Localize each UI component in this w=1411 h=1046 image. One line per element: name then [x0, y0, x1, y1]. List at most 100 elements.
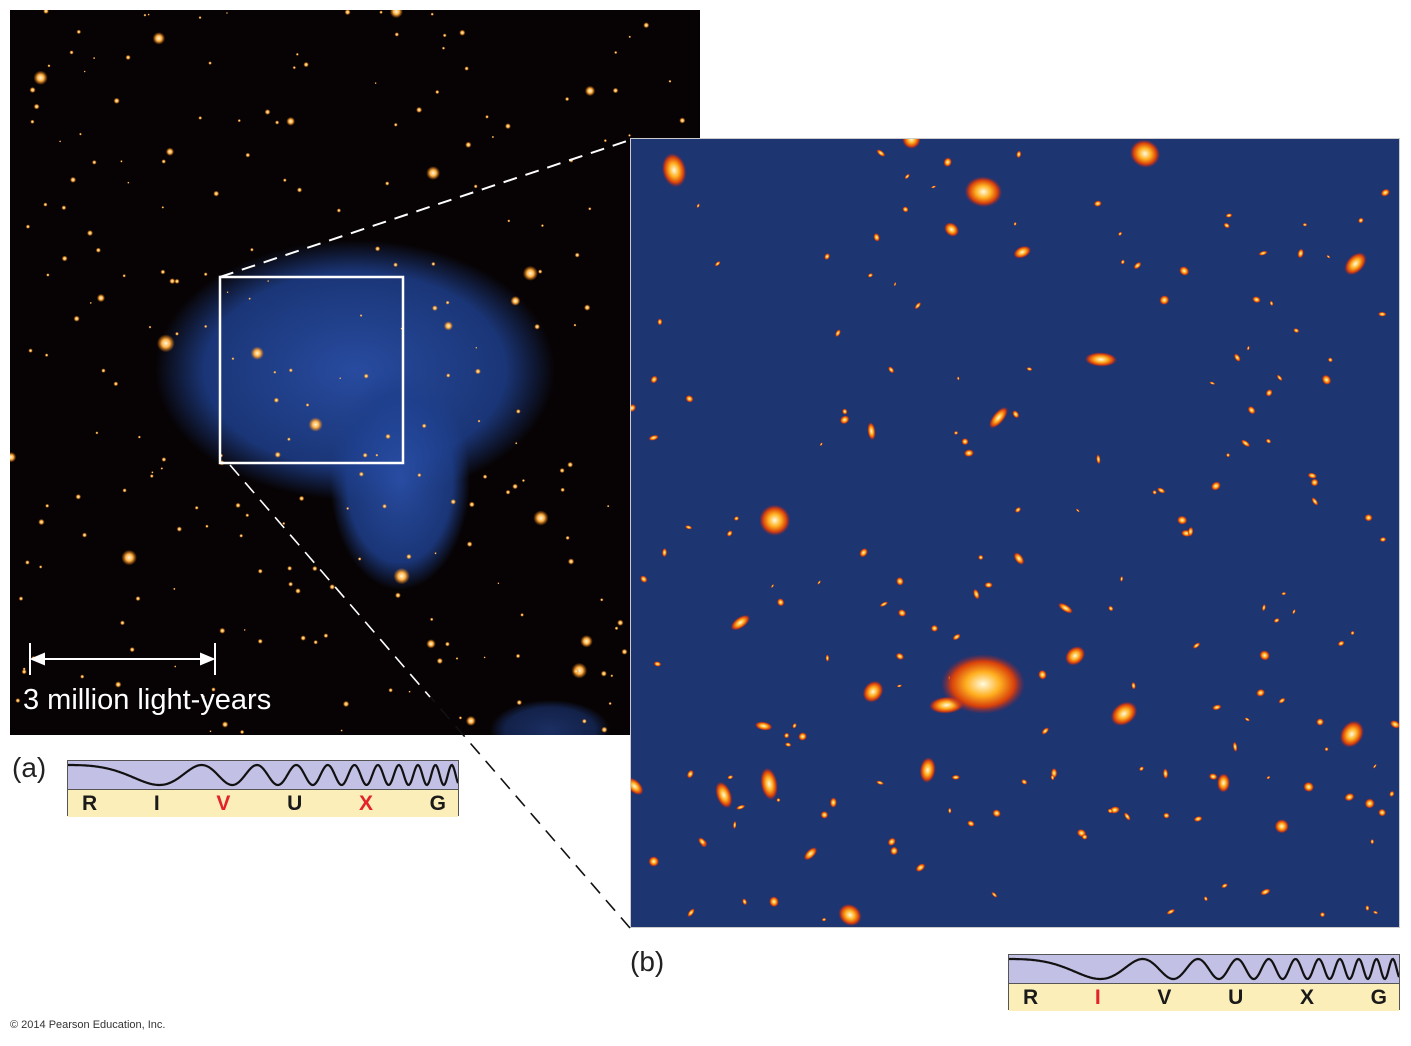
- star: [429, 617, 434, 622]
- star: [565, 535, 570, 541]
- wavelength-wave-icon: [68, 763, 458, 787]
- star: [174, 278, 180, 284]
- galaxy: [661, 548, 668, 558]
- galaxy: [1365, 905, 1370, 911]
- star: [305, 403, 310, 407]
- star: [160, 467, 164, 470]
- star: [385, 433, 391, 440]
- galaxy: [1344, 793, 1355, 802]
- star: [497, 582, 500, 585]
- star: [567, 461, 574, 468]
- galaxy: [1013, 245, 1032, 259]
- star: [38, 565, 43, 569]
- star: [643, 22, 650, 29]
- galaxy: [1281, 591, 1287, 596]
- star: [10, 452, 17, 463]
- star: [198, 16, 202, 20]
- star: [267, 279, 270, 283]
- band-x: X: [1299, 986, 1314, 1009]
- galaxy: [1380, 188, 1390, 197]
- galaxy: [944, 222, 959, 237]
- galaxy: [862, 680, 884, 703]
- galaxy: [1321, 374, 1332, 385]
- star: [15, 698, 21, 704]
- galaxy: [991, 891, 998, 898]
- galaxy: [798, 732, 807, 741]
- band-x: X: [358, 792, 373, 815]
- star: [516, 699, 523, 706]
- galaxy: [1339, 720, 1364, 748]
- star: [202, 695, 206, 698]
- galaxy: [657, 318, 663, 326]
- galaxy: [715, 781, 733, 809]
- star: [296, 187, 303, 193]
- galaxy: [1084, 352, 1118, 367]
- galaxy: [1350, 630, 1355, 636]
- galaxy: [1212, 704, 1222, 711]
- star: [194, 505, 199, 510]
- galaxy: [978, 554, 984, 561]
- star: [73, 315, 80, 322]
- star: [614, 626, 619, 631]
- galaxy: [698, 837, 707, 847]
- galaxy: [783, 732, 790, 739]
- star: [288, 581, 294, 587]
- star: [274, 451, 281, 458]
- star: [668, 79, 672, 83]
- galaxy: [631, 777, 644, 796]
- star: [211, 687, 216, 692]
- band-i: I: [1094, 986, 1101, 1009]
- star: [25, 224, 31, 229]
- star: [445, 641, 450, 647]
- galaxy: [1266, 775, 1271, 780]
- galaxy: [1163, 812, 1170, 819]
- band-v: V: [1157, 986, 1172, 1009]
- star: [156, 334, 175, 353]
- star: [443, 321, 454, 331]
- star: [173, 587, 176, 591]
- star: [292, 65, 296, 70]
- star: [628, 35, 632, 39]
- star: [450, 499, 457, 505]
- star: [209, 730, 212, 733]
- star: [515, 653, 521, 659]
- star: [473, 184, 478, 189]
- star: [426, 166, 441, 180]
- star: [43, 202, 48, 207]
- star: [208, 61, 212, 65]
- star: [610, 674, 614, 678]
- star: [303, 61, 309, 68]
- spectrum-indicator-b: R I V U X G: [1008, 954, 1400, 1011]
- galaxy: [1372, 763, 1377, 769]
- galaxy: [1377, 311, 1387, 317]
- star: [143, 13, 147, 17]
- galaxy: [973, 588, 980, 600]
- star: [33, 70, 48, 85]
- star: [507, 219, 511, 223]
- galaxy: [1021, 779, 1028, 785]
- galaxy: [1326, 254, 1331, 259]
- galaxy: [759, 504, 791, 536]
- galaxy: [1120, 259, 1125, 265]
- star: [69, 50, 74, 55]
- star: [483, 656, 486, 659]
- star: [421, 423, 427, 429]
- star: [385, 181, 390, 186]
- star: [431, 261, 436, 267]
- star: [540, 224, 545, 228]
- star: [135, 596, 141, 602]
- galaxy: [1208, 773, 1218, 780]
- star: [573, 668, 580, 675]
- star: [504, 123, 511, 130]
- star: [406, 553, 412, 560]
- star: [273, 370, 277, 374]
- star: [475, 368, 481, 375]
- star: [569, 158, 574, 163]
- star: [441, 46, 446, 50]
- star: [298, 495, 305, 502]
- star: [340, 729, 343, 732]
- star: [22, 667, 26, 671]
- galaxy: [777, 598, 785, 607]
- galaxy: [1081, 834, 1088, 840]
- star: [91, 160, 97, 165]
